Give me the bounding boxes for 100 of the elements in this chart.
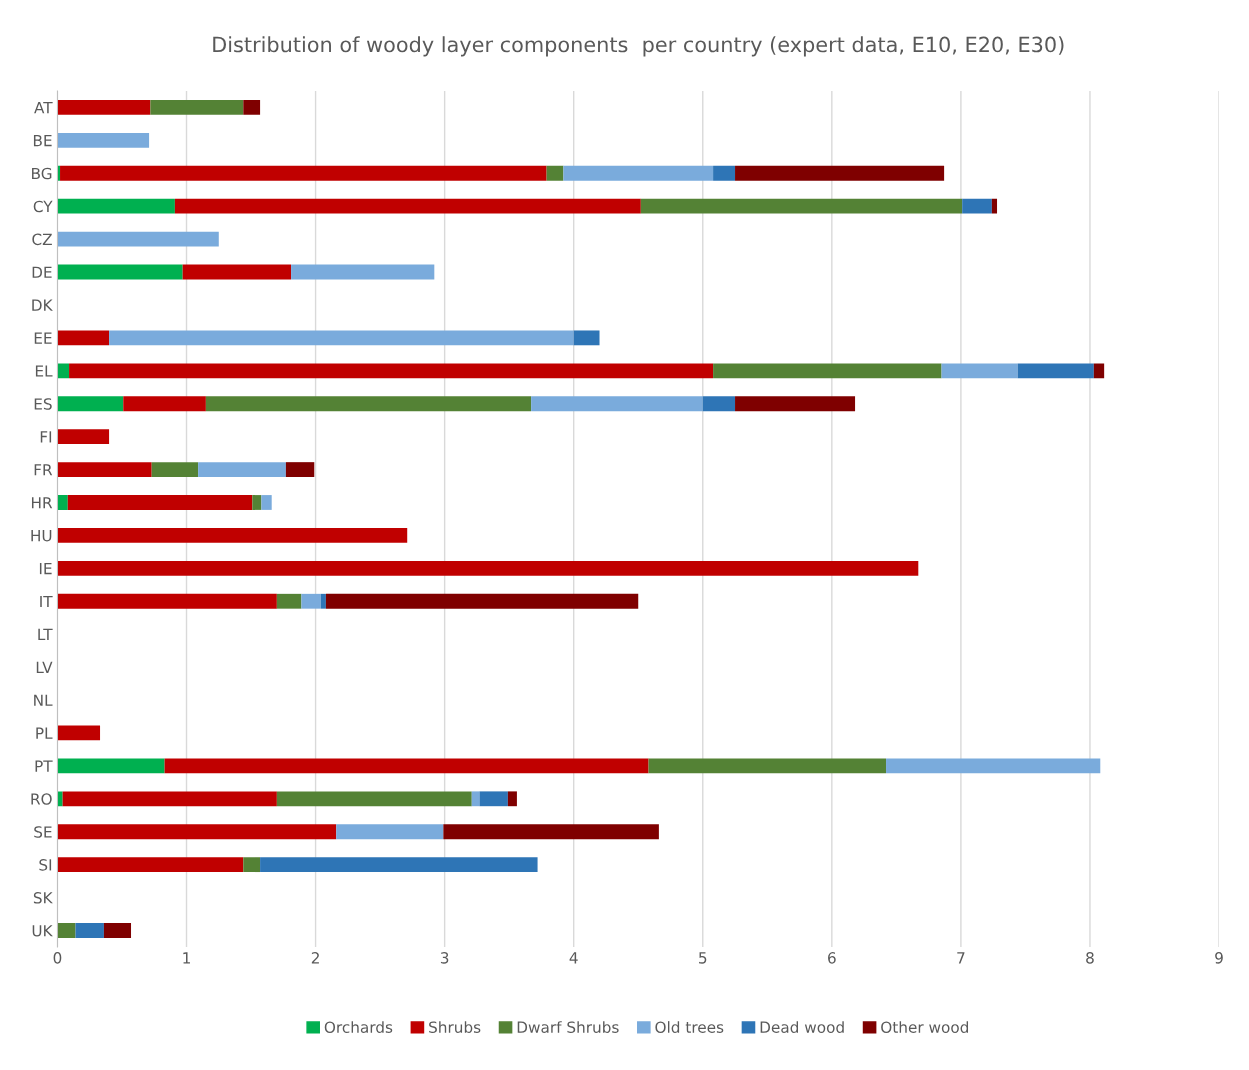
- bar: [991, 198, 998, 214]
- bar: [285, 462, 315, 477]
- y-tick-label: SE: [34, 826, 52, 838]
- bar: [109, 330, 574, 346]
- bar: [702, 396, 736, 412]
- bar: [103, 923, 132, 938]
- bar: [713, 165, 736, 181]
- bar: [735, 396, 856, 412]
- y-tick-label: SK: [33, 892, 53, 904]
- bar: [174, 198, 641, 214]
- y-tick-label: EE: [34, 332, 52, 344]
- bar: [57, 231, 219, 247]
- y-tick-label: IT: [40, 595, 53, 608]
- bar: [1093, 363, 1105, 379]
- bar: [261, 495, 272, 510]
- bar: [57, 264, 183, 280]
- bar: [336, 824, 444, 840]
- x-tick-label: 0: [53, 952, 62, 964]
- bar: [62, 791, 277, 807]
- bar: [276, 791, 472, 807]
- bar: [563, 165, 714, 181]
- bar: [57, 528, 408, 543]
- bar: [252, 495, 262, 510]
- bar: [260, 857, 538, 873]
- bar: [57, 396, 124, 412]
- x-tick-label: 8: [1086, 952, 1094, 964]
- y-tick-label: PT: [35, 760, 53, 772]
- bar: [325, 593, 639, 609]
- y-tick-label: FR: [34, 464, 53, 476]
- bar: [479, 791, 508, 807]
- bar: [57, 330, 110, 346]
- bar: [205, 396, 532, 412]
- bar: [69, 363, 714, 379]
- bar: [164, 758, 649, 774]
- bar: [640, 198, 963, 214]
- x-tick-label: 9: [1215, 952, 1223, 964]
- bar: [57, 462, 152, 477]
- y-tick-label: DK: [32, 299, 53, 311]
- bar: [57, 363, 70, 379]
- bar: [962, 198, 992, 214]
- bar: [150, 100, 244, 115]
- bar: [57, 857, 244, 873]
- y-tick-label: LV: [36, 661, 53, 673]
- x-tick-label: 2: [311, 952, 319, 964]
- bar: [507, 791, 517, 807]
- bar: [57, 923, 76, 938]
- bar: [57, 593, 277, 609]
- y-tick-label: RO: [31, 793, 52, 805]
- bar: [123, 396, 206, 412]
- bar: [57, 100, 151, 115]
- legend-label: Dead wood: [760, 1021, 844, 1033]
- bar: [471, 791, 480, 807]
- bar: [57, 725, 101, 741]
- bar: [243, 100, 261, 115]
- bar: [648, 758, 887, 774]
- y-tick-label: CY: [33, 200, 53, 213]
- y-tick-label: NL: [34, 694, 53, 706]
- y-tick-label: BE: [33, 135, 52, 147]
- legend-label: Old trees: [655, 1021, 724, 1033]
- bar: [75, 923, 104, 938]
- bar: [1017, 363, 1094, 379]
- bar: [713, 363, 942, 379]
- x-tick-label: 7: [957, 952, 965, 964]
- legend-label: Shrubs: [429, 1021, 481, 1033]
- bar: [57, 791, 63, 807]
- x-tick-label: 6: [828, 952, 836, 964]
- bar: [443, 824, 659, 840]
- bar: [291, 264, 435, 280]
- y-tick-label: HU: [31, 530, 52, 542]
- bar: [886, 758, 1101, 774]
- bar: [941, 363, 1018, 379]
- y-tick-label: LT: [38, 628, 53, 640]
- x-tick-label: 3: [440, 952, 449, 964]
- y-tick-label: AT: [34, 102, 53, 114]
- y-tick-label: EL: [35, 365, 53, 377]
- bar: [243, 857, 261, 873]
- bar: [301, 593, 321, 609]
- bar: [67, 495, 253, 510]
- y-tick-label: FI: [40, 431, 52, 443]
- legend-label: Other wood: [881, 1021, 969, 1033]
- y-tick-label: IE: [39, 563, 52, 575]
- y-tick-label: ES: [34, 398, 52, 410]
- x-tick-label: 4: [569, 952, 578, 964]
- y-tick-label: HR: [31, 497, 53, 509]
- y-tick-label: UK: [32, 925, 53, 937]
- bar: [531, 396, 703, 412]
- bar: [57, 132, 150, 148]
- chart-title: Distribution of woody layer components per country (expert data, E10, E20, E30): [213, 36, 1064, 57]
- bar: [60, 165, 547, 181]
- bar: [151, 462, 199, 477]
- y-tick-label: PL: [36, 727, 53, 739]
- bar: [57, 824, 337, 840]
- y-tick-label: DE: [32, 266, 52, 278]
- bar: [546, 165, 564, 181]
- bar: [57, 429, 110, 445]
- bar: [573, 330, 600, 346]
- x-tick-label: 1: [183, 952, 190, 964]
- bar: [198, 462, 286, 477]
- bar: [276, 593, 302, 609]
- bar: [182, 264, 292, 280]
